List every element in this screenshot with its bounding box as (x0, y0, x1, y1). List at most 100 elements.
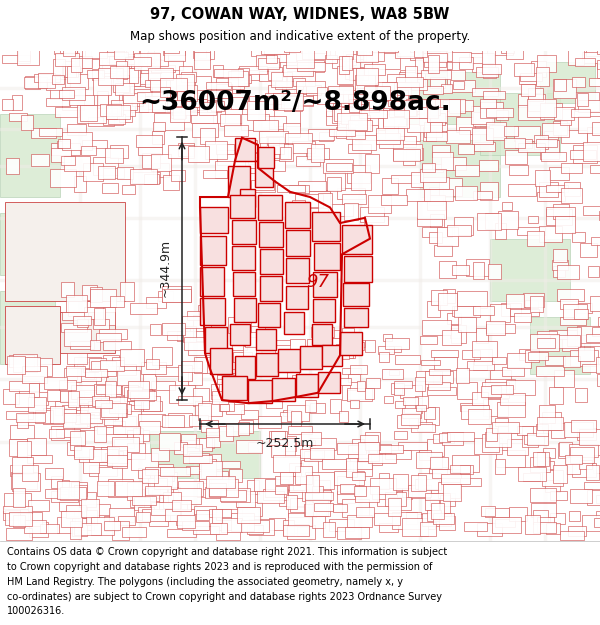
Bar (592, 122, 600, 134)
Bar (146, 297, 166, 308)
Bar (392, 512, 421, 529)
Bar (307, 85, 321, 95)
Bar (383, 110, 409, 128)
Bar (561, 163, 581, 173)
Bar (60, 42, 77, 53)
Bar (295, 92, 313, 106)
Bar (50, 82, 69, 99)
Bar (533, 452, 545, 466)
Bar (98, 467, 122, 485)
Bar (395, 401, 405, 408)
Bar (2, 56, 31, 63)
Bar (5, 510, 28, 525)
Bar (454, 306, 480, 318)
Bar (305, 191, 330, 208)
Bar (591, 237, 600, 246)
Bar (285, 202, 310, 228)
Bar (73, 316, 91, 325)
Bar (337, 442, 365, 454)
Bar (290, 339, 305, 353)
Bar (506, 381, 535, 394)
Bar (22, 466, 38, 481)
Bar (404, 100, 428, 118)
Bar (518, 94, 530, 107)
Bar (178, 91, 194, 101)
Bar (342, 386, 350, 400)
Bar (376, 128, 404, 140)
Bar (177, 514, 195, 528)
Bar (104, 521, 120, 529)
Bar (319, 330, 340, 339)
Bar (77, 49, 91, 68)
Bar (422, 163, 434, 172)
Bar (96, 384, 121, 394)
Bar (449, 80, 475, 92)
Bar (347, 166, 370, 183)
Bar (343, 90, 368, 109)
Bar (358, 442, 379, 461)
Bar (403, 150, 415, 166)
Bar (281, 96, 298, 108)
Bar (383, 334, 392, 341)
Bar (568, 526, 586, 536)
Bar (173, 106, 185, 119)
Bar (304, 451, 322, 461)
Bar (209, 509, 231, 517)
Bar (520, 72, 542, 81)
Bar (460, 403, 484, 411)
Bar (74, 176, 86, 192)
Bar (107, 396, 119, 411)
Bar (94, 426, 106, 442)
Bar (150, 324, 161, 335)
Bar (151, 511, 181, 521)
Bar (569, 511, 580, 521)
Bar (3, 511, 20, 520)
Bar (536, 139, 557, 147)
Bar (230, 324, 250, 345)
Bar (154, 472, 177, 489)
Bar (134, 53, 160, 70)
Bar (61, 323, 88, 331)
Bar (579, 429, 600, 444)
Bar (10, 512, 32, 526)
Bar (480, 182, 498, 200)
Bar (455, 165, 479, 176)
Bar (64, 368, 81, 382)
Bar (209, 486, 234, 496)
Bar (352, 134, 376, 150)
Bar (17, 441, 31, 457)
Bar (587, 127, 600, 144)
Bar (254, 478, 277, 491)
Bar (314, 480, 330, 491)
Bar (586, 465, 599, 481)
Bar (267, 137, 279, 144)
Bar (68, 301, 86, 316)
Bar (399, 136, 416, 147)
Bar (80, 412, 98, 426)
Bar (229, 469, 242, 482)
Bar (219, 426, 233, 441)
Bar (394, 381, 412, 388)
Bar (313, 272, 337, 297)
Bar (74, 523, 101, 534)
Bar (112, 357, 124, 366)
Bar (540, 103, 562, 119)
Bar (235, 138, 255, 161)
Bar (160, 467, 190, 476)
Bar (283, 123, 301, 137)
Bar (424, 122, 447, 131)
Bar (574, 309, 588, 319)
Bar (356, 47, 371, 56)
Bar (287, 372, 299, 386)
Bar (211, 389, 233, 399)
Bar (94, 158, 118, 174)
Bar (560, 317, 586, 325)
Bar (212, 509, 222, 522)
Bar (305, 499, 331, 516)
Bar (389, 496, 411, 510)
Bar (348, 445, 368, 458)
Bar (258, 303, 280, 327)
Bar (485, 431, 511, 447)
Bar (31, 154, 49, 166)
Bar (213, 106, 225, 123)
